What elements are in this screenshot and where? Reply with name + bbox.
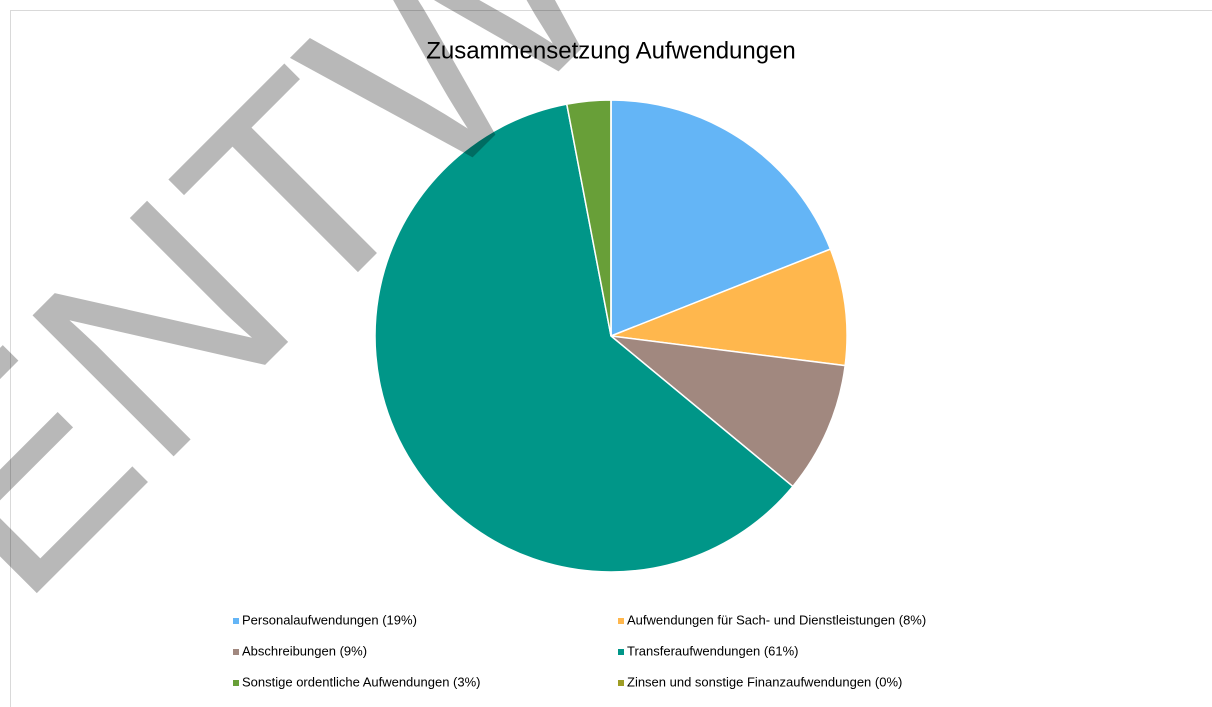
legend-swatch: [618, 680, 624, 686]
chart-title: Zusammensetzung Aufwendungen: [426, 37, 796, 64]
pie-slice: [610, 248, 848, 367]
legend-label: Abschreibungen (9%): [242, 643, 367, 658]
legend-label: Transferaufwendungen (61%): [627, 643, 799, 658]
pie-slice: [608, 334, 846, 488]
pie: [374, 99, 848, 573]
pie-slice: [374, 103, 794, 573]
legend-swatch: [233, 649, 239, 655]
legend-swatch: [233, 618, 239, 624]
legend-label: Aufwendungen für Sach- und Dienstleistun…: [627, 612, 926, 627]
legend-swatch: [618, 618, 624, 624]
legend-label: Zinsen und sonstige Finanzaufwendungen (…: [627, 674, 902, 689]
legend: Personalaufwendungen (19%) Aufwendungen f…: [233, 612, 926, 689]
legend-swatch: [233, 680, 239, 686]
pie-slice: [610, 99, 832, 338]
legend-label: Personalaufwendungen (19%): [242, 612, 417, 627]
legend-swatch: [618, 649, 624, 655]
legend-label: Sonstige ordentliche Aufwendungen (3%): [242, 674, 481, 689]
